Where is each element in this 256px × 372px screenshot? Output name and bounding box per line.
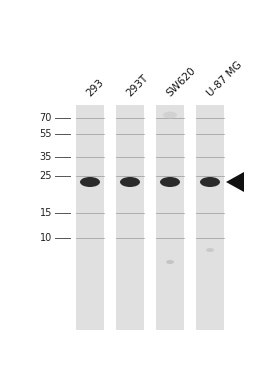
- Text: 10: 10: [40, 233, 52, 243]
- Text: U-87 MG: U-87 MG: [205, 59, 244, 98]
- Ellipse shape: [160, 177, 180, 187]
- Polygon shape: [226, 172, 244, 192]
- Ellipse shape: [80, 177, 100, 187]
- Bar: [76, 105, 104, 330]
- Text: 293T: 293T: [125, 73, 151, 98]
- Ellipse shape: [166, 260, 174, 264]
- Text: 15: 15: [40, 208, 52, 218]
- Text: 25: 25: [39, 171, 52, 181]
- Ellipse shape: [120, 177, 140, 187]
- Text: 70: 70: [40, 113, 52, 123]
- Bar: [156, 105, 184, 330]
- Text: 55: 55: [39, 129, 52, 139]
- Bar: [196, 105, 224, 330]
- Text: 293: 293: [85, 77, 106, 98]
- Ellipse shape: [206, 248, 214, 252]
- Bar: [116, 105, 144, 330]
- Text: SW620: SW620: [165, 65, 198, 98]
- Ellipse shape: [163, 112, 177, 119]
- Ellipse shape: [200, 177, 220, 187]
- Text: 35: 35: [40, 152, 52, 162]
